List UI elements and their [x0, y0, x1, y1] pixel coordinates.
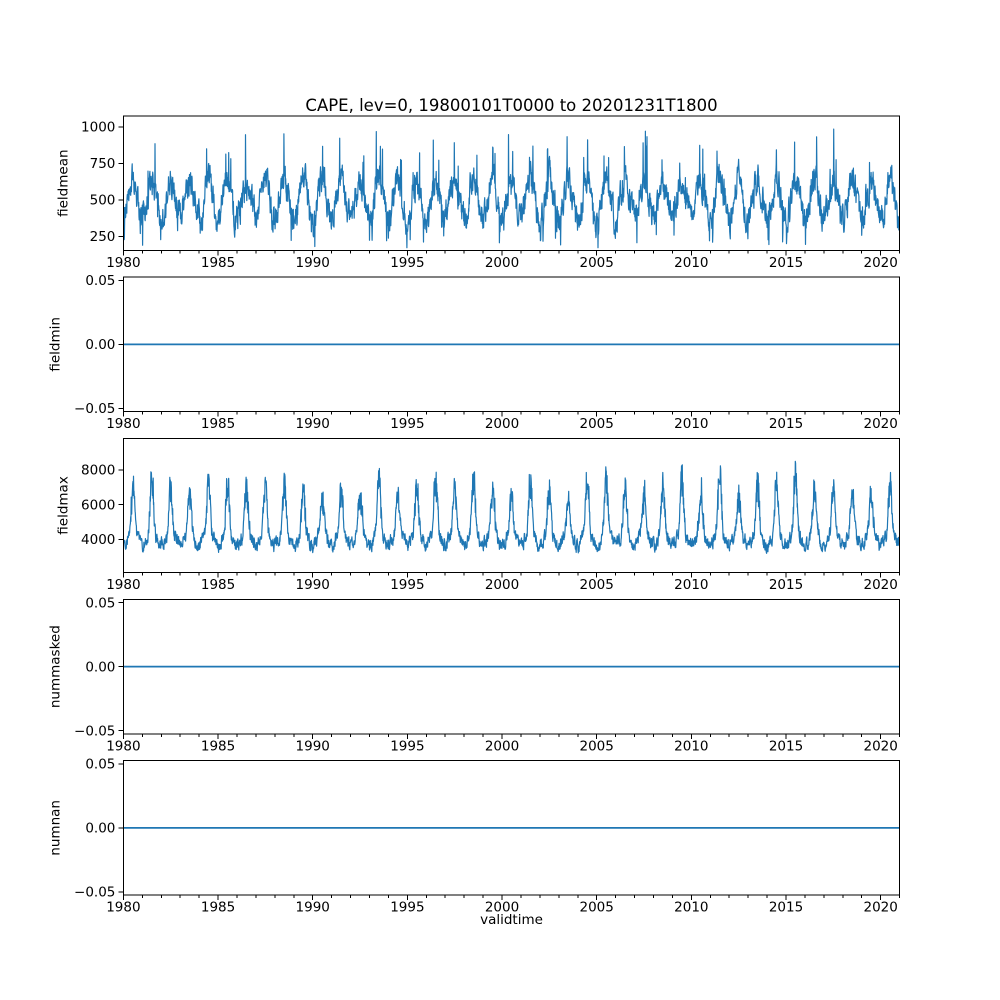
- y-tick-label: 250: [90, 229, 116, 245]
- y-axis-label-numnan: numnan: [48, 800, 64, 856]
- x-tick-label: 2020: [863, 577, 897, 593]
- y-tick-label: 750: [90, 156, 116, 172]
- x-tick-label: 2000: [485, 900, 519, 916]
- x-tick-label: 1980: [106, 900, 140, 916]
- x-tick-label: 2015: [769, 255, 803, 271]
- x-tick-label: 1990: [296, 738, 330, 754]
- subplot-numnan: −0.05 0.00 0.05 1980 1985 1990 1995 2000 2005 201…: [48, 757, 901, 916]
- x-tick-label: 2010: [674, 738, 708, 754]
- fieldmax-series: [123, 460, 900, 554]
- fieldmax-axes-frame: [122, 437, 901, 574]
- x-tick-label: 2010: [674, 900, 708, 916]
- x-tick-label: 2005: [580, 577, 614, 593]
- y-tick-label: 4000: [81, 532, 115, 548]
- y-tick-label: 0.05: [85, 273, 115, 289]
- x-tick-label: 2015: [769, 900, 803, 916]
- y-axis-label-fieldmean: fieldmean: [55, 149, 71, 216]
- x-tick-label: 1980: [106, 738, 140, 754]
- x-tick-label: 2000: [485, 577, 519, 593]
- y-tick-label: 8000: [81, 463, 115, 479]
- x-tick-label: 2010: [674, 577, 708, 593]
- x-tick-label: 2020: [863, 416, 897, 432]
- x-tick-label: 2020: [863, 738, 897, 754]
- y-tick-label: 1000: [81, 120, 115, 136]
- x-tick-label: 2005: [580, 900, 614, 916]
- x-tick-label: 1995: [390, 738, 424, 754]
- x-tick-label: 1990: [296, 255, 330, 271]
- y-tick-label: 0.05: [85, 757, 115, 773]
- x-tick-label: 1980: [106, 577, 140, 593]
- y-tick-label: 0.00: [85, 821, 115, 837]
- x-tick-label: 1995: [390, 900, 424, 916]
- x-tick-label: 2000: [485, 416, 519, 432]
- x-axis-label: validtime: [480, 912, 543, 928]
- x-tick-label: 2005: [580, 738, 614, 754]
- x-tick-label: 1985: [201, 738, 235, 754]
- y-axis-label-nummasked: nummasked: [48, 625, 64, 708]
- subplot-nummasked: −0.05 0.00 0.05 1980 1985 1990 1995 2000 2005 201…: [48, 595, 901, 754]
- y-tick-label: 500: [90, 193, 116, 209]
- y-axis-label-fieldmin: fieldmin: [48, 317, 64, 372]
- y-tick-label: 6000: [81, 497, 115, 513]
- x-tick-label: 2005: [580, 416, 614, 432]
- x-tick-label: 1995: [390, 416, 424, 432]
- subplot-fieldmax: 4000 6000 8000 1980 1985 1990 1995 2000 2005 2010…: [55, 437, 901, 593]
- subplot-fieldmin: −0.05 0.00 0.05 1980 1985 1990 1995 2000 2005 201…: [48, 273, 901, 432]
- subplot-fieldmean: 250 500 750 1000 1980 1985 1990 1995 2000 2005 201…: [55, 115, 901, 271]
- x-tick-label: 1985: [201, 577, 235, 593]
- x-tick-label: 2015: [769, 577, 803, 593]
- x-tick-label: 2010: [674, 255, 708, 271]
- y-tick-label: −0.05: [74, 401, 115, 417]
- y-tick-label: −0.05: [74, 885, 115, 901]
- x-tick-label: 1995: [390, 255, 424, 271]
- fieldmean-axes-frame: [122, 115, 901, 251]
- x-tick-label: 2010: [674, 416, 708, 432]
- x-tick-label: 1980: [106, 255, 140, 271]
- x-tick-label: 2015: [769, 416, 803, 432]
- x-tick-label: 1985: [201, 255, 235, 271]
- x-tick-label: 1990: [296, 577, 330, 593]
- x-tick-label: 2000: [485, 255, 519, 271]
- x-tick-label: 2015: [769, 738, 803, 754]
- x-tick-label: 1985: [201, 416, 235, 432]
- fieldmean-series: [123, 128, 900, 249]
- x-tick-label: 2020: [863, 900, 897, 916]
- y-axis-label-fieldmax: fieldmax: [55, 476, 71, 535]
- x-tick-label: 1985: [201, 900, 235, 916]
- y-tick-label: 0.05: [85, 595, 115, 611]
- x-tick-label: 1980: [106, 416, 140, 432]
- y-tick-label: 0.00: [85, 337, 115, 353]
- x-tick-label: 2020: [863, 255, 897, 271]
- x-tick-label: 2000: [485, 738, 519, 754]
- x-tick-label: 2005: [580, 255, 614, 271]
- y-tick-label: 0.00: [85, 659, 115, 675]
- y-tick-label: −0.05: [74, 723, 115, 739]
- x-tick-label: 1990: [296, 416, 330, 432]
- chart-title: CAPE, lev=0, 19800101T0000 to 20201231T1…: [305, 96, 718, 115]
- x-tick-label: 1995: [390, 577, 424, 593]
- x-tick-label: 1990: [296, 900, 330, 916]
